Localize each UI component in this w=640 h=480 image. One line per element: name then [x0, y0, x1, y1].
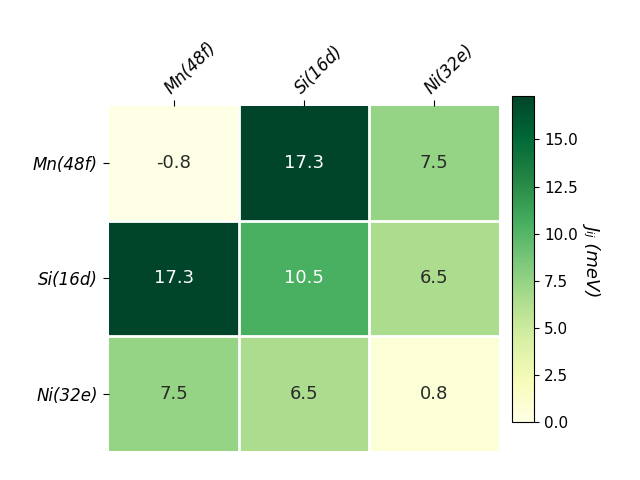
Bar	[239, 106, 369, 221]
Text: 6.5: 6.5	[420, 269, 449, 288]
Text: 7.5: 7.5	[159, 384, 188, 403]
Bar	[109, 336, 239, 451]
Text: -0.8: -0.8	[156, 154, 191, 172]
Bar	[109, 221, 239, 336]
Text: 6.5: 6.5	[290, 384, 318, 403]
Bar	[239, 336, 369, 451]
Bar	[239, 221, 369, 336]
Text: 10.5: 10.5	[284, 269, 324, 288]
Text: 0.8: 0.8	[420, 384, 449, 403]
Bar	[369, 336, 499, 451]
Y-axis label: Jᵢⱼ (meV): Jᵢⱼ (meV)	[585, 223, 603, 295]
Bar	[109, 106, 239, 221]
Text: 7.5: 7.5	[420, 154, 449, 172]
Text: 17.3: 17.3	[154, 269, 194, 288]
Bar	[369, 221, 499, 336]
Bar	[369, 106, 499, 221]
Text: 17.3: 17.3	[284, 154, 324, 172]
